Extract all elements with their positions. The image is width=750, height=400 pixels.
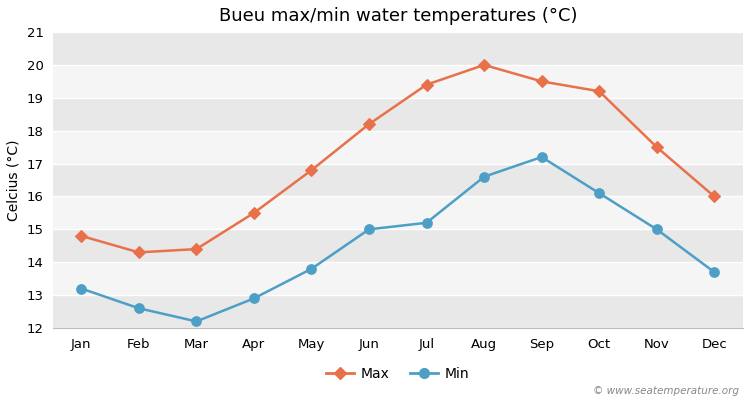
Point — [133, 305, 145, 312]
Text: © www.seatemperature.org: © www.seatemperature.org — [592, 386, 739, 396]
Point — [75, 233, 87, 239]
Point — [305, 266, 317, 272]
Point — [593, 88, 605, 94]
Title: Bueu max/min water temperatures (°C): Bueu max/min water temperatures (°C) — [218, 7, 577, 25]
Bar — [53, 164, 743, 196]
Bar — [53, 196, 743, 229]
Bar — [53, 229, 743, 262]
Bar — [53, 262, 743, 295]
Bar — [53, 32, 743, 65]
Point — [190, 318, 202, 325]
Point — [248, 295, 260, 302]
Point — [421, 82, 433, 88]
Bar — [53, 295, 743, 328]
Point — [305, 167, 317, 173]
Point — [593, 190, 605, 196]
Point — [708, 193, 720, 200]
Point — [363, 226, 375, 232]
Point — [651, 144, 663, 150]
Bar — [53, 131, 743, 164]
Point — [536, 78, 548, 84]
Y-axis label: Celcius (°C): Celcius (°C) — [7, 139, 21, 221]
Bar — [53, 98, 743, 131]
Point — [651, 226, 663, 232]
Point — [478, 62, 490, 68]
Point — [363, 121, 375, 127]
Point — [536, 154, 548, 160]
Point — [133, 249, 145, 256]
Point — [708, 269, 720, 275]
Point — [75, 285, 87, 292]
Point — [190, 246, 202, 252]
Bar — [53, 65, 743, 98]
Point — [421, 220, 433, 226]
Legend: Max, Min: Max, Min — [320, 361, 476, 386]
Point — [248, 210, 260, 216]
Point — [478, 174, 490, 180]
